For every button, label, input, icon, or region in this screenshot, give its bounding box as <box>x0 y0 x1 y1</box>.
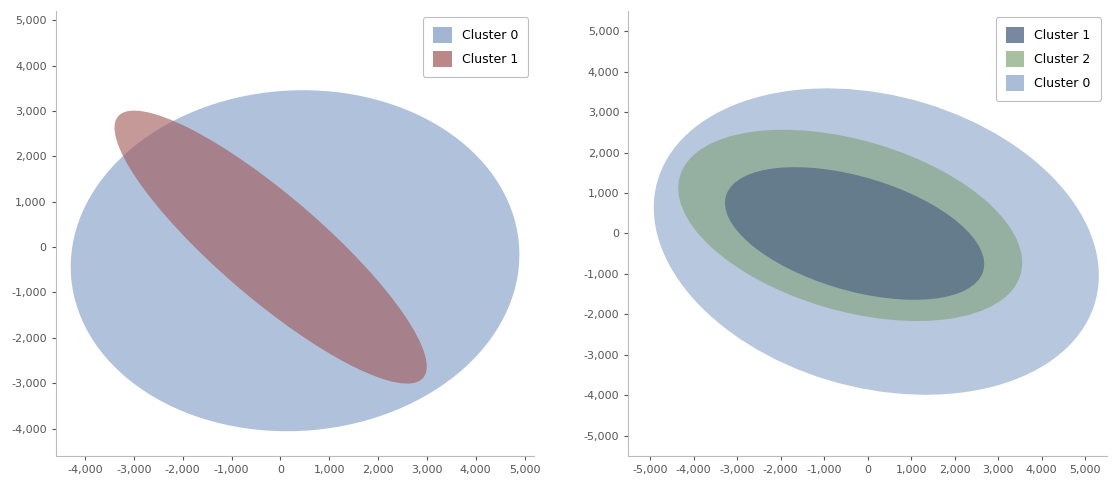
Ellipse shape <box>654 88 1099 395</box>
Ellipse shape <box>724 167 984 300</box>
Legend: Cluster 1, Cluster 2, Cluster 0: Cluster 1, Cluster 2, Cluster 0 <box>995 17 1100 101</box>
Ellipse shape <box>679 130 1022 321</box>
Legend: Cluster 0, Cluster 1: Cluster 0, Cluster 1 <box>423 17 528 77</box>
Ellipse shape <box>70 90 520 431</box>
Ellipse shape <box>114 111 427 383</box>
